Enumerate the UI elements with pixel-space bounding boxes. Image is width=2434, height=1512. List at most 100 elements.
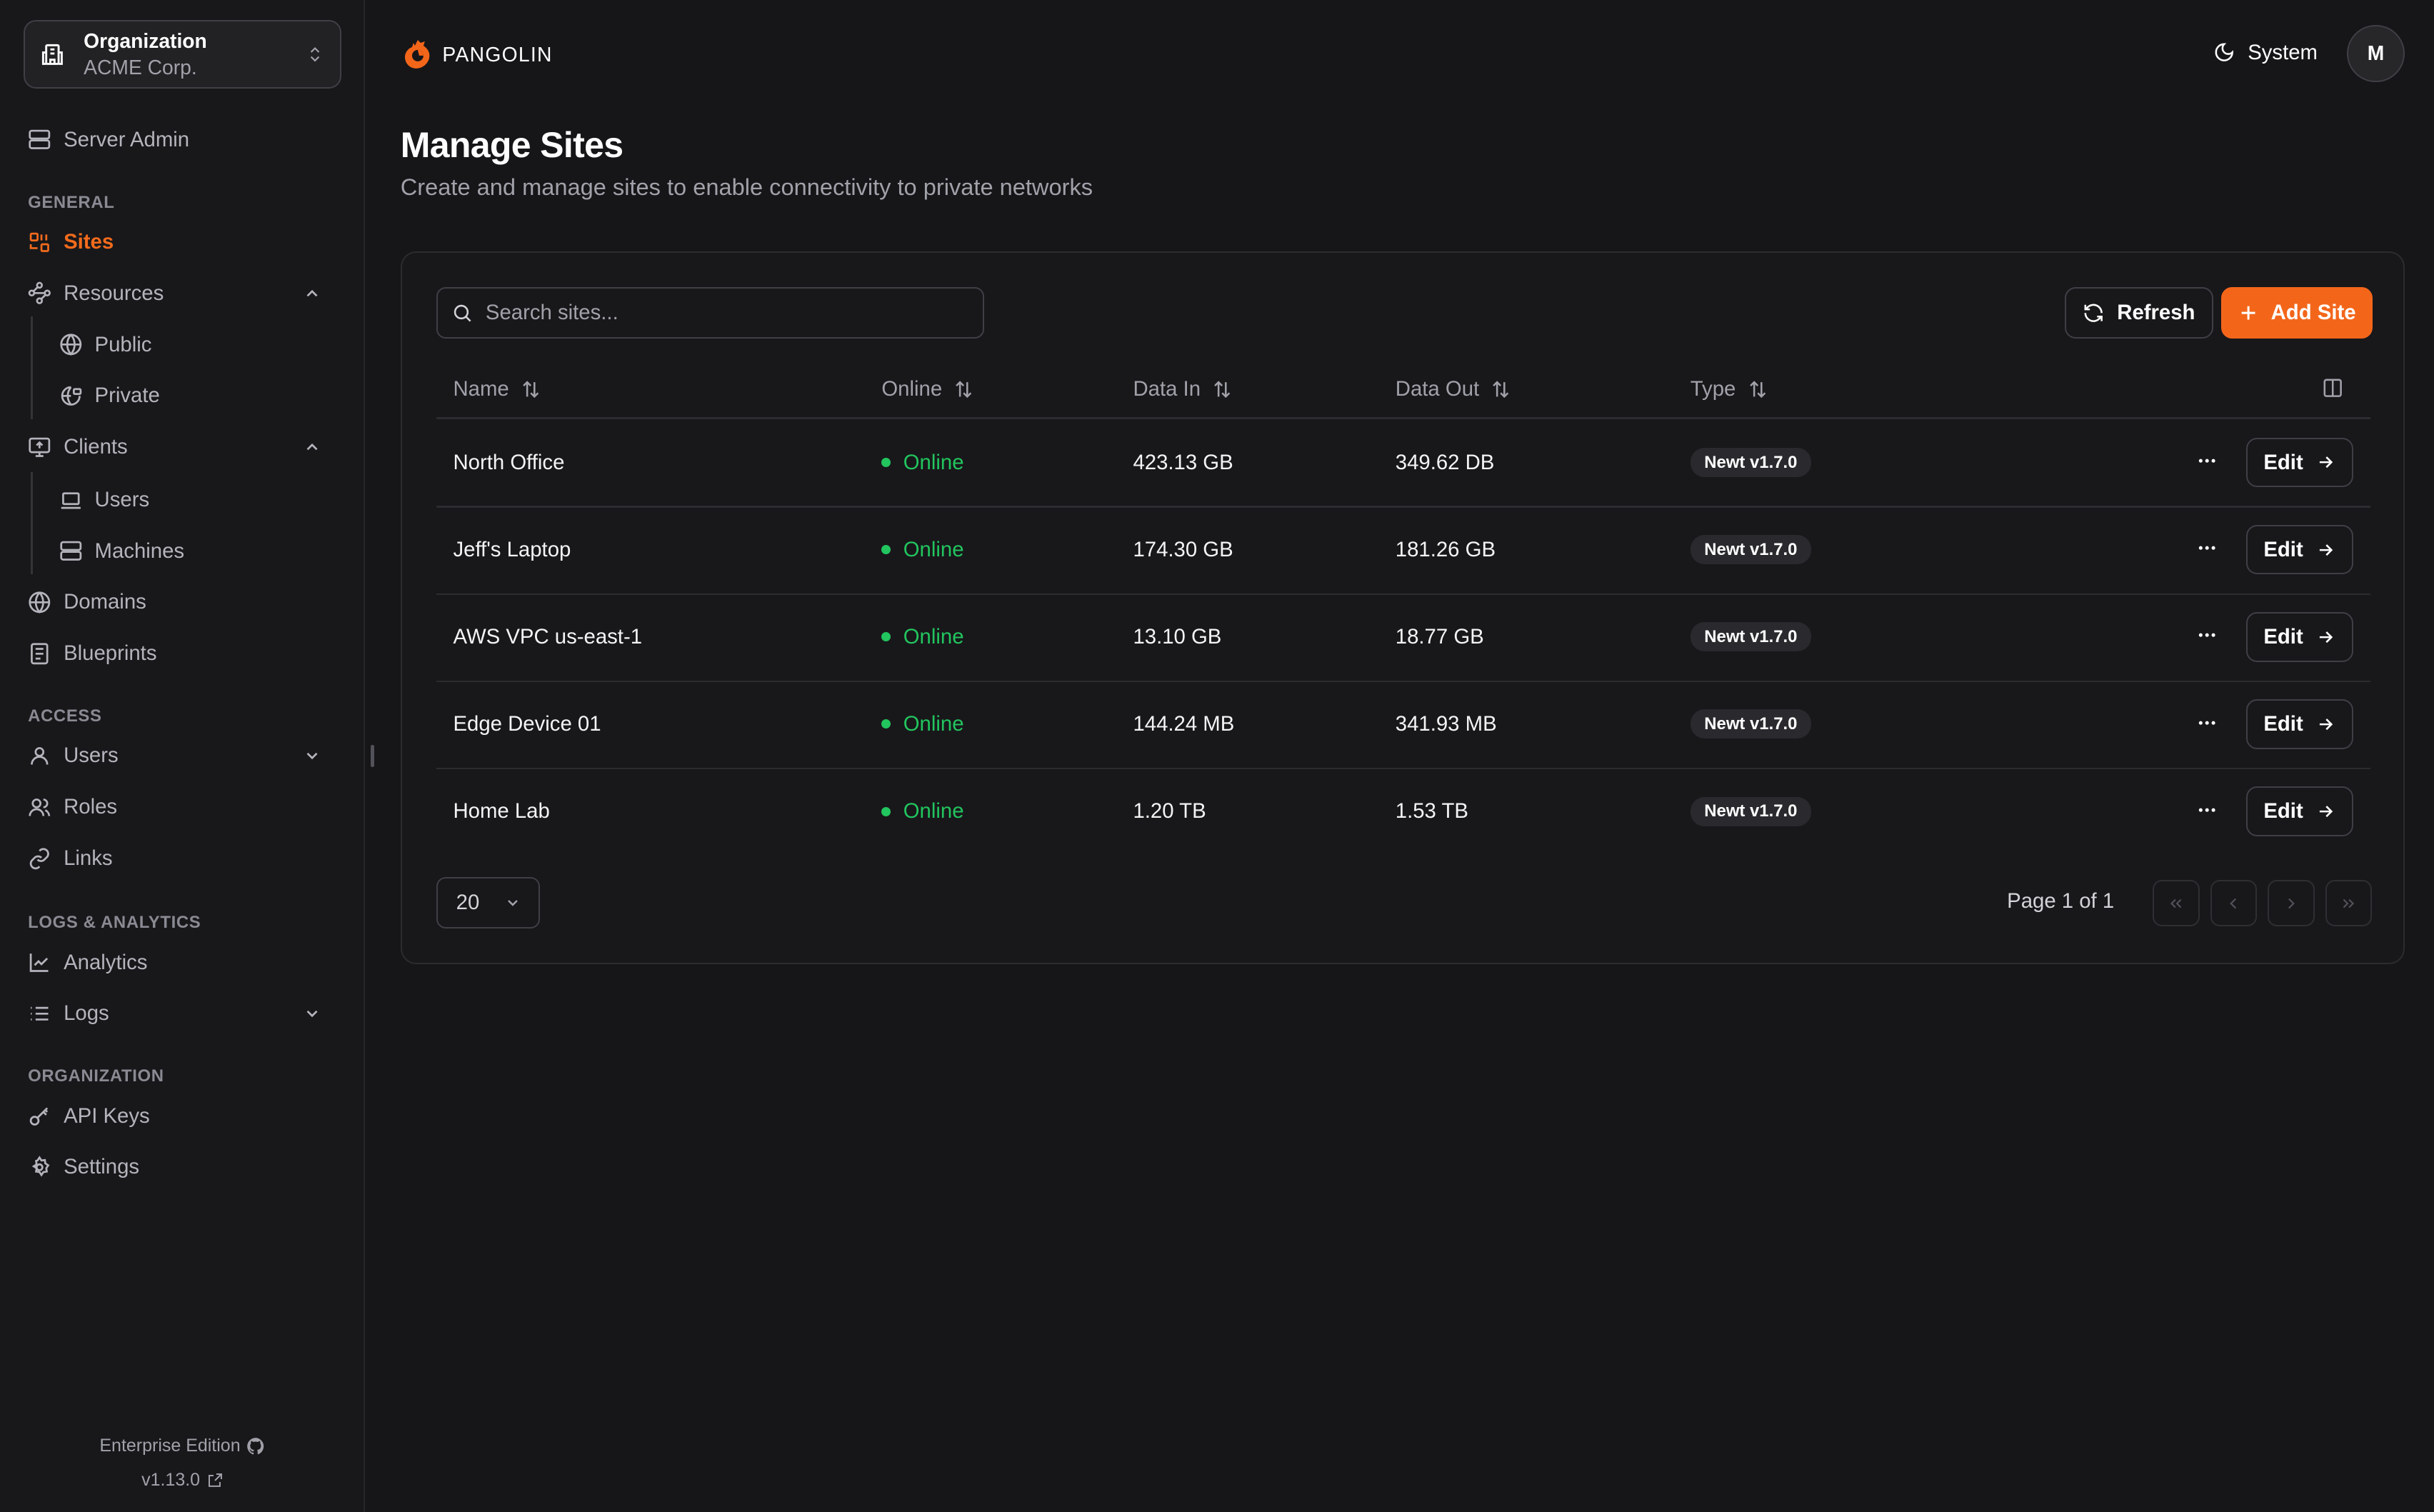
chevron-right-icon [2288,898,2295,909]
sidebar-item-public[interactable]: Public [0,321,365,368]
data-in: 1.20 TB [1133,799,1206,823]
sidebar-item-links[interactable]: Links [0,835,365,881]
sidebar-resize-handle[interactable] [371,745,374,767]
globe-lock-icon [61,386,81,406]
label: Settings [64,1155,140,1179]
more-actions-icon[interactable] [2196,799,2218,821]
key-icon [29,1107,49,1126]
edition-label: Enterprise Edition [99,1436,241,1456]
label: Machines [94,539,185,563]
version-info[interactable]: v1.13.0 [0,1470,365,1491]
column-header-online[interactable]: Online [881,377,974,401]
building-icon [42,44,64,65]
status-dot [881,457,891,468]
edit-button[interactable]: Edit [2245,786,2353,836]
sidebar-item-blueprints[interactable]: Blueprints [0,630,365,676]
status-dot [881,806,891,816]
search-input-wrapper[interactable] [436,286,984,339]
chevrons-right-icon [2343,898,2355,908]
edit-label: Edit [2263,711,2303,736]
sidebar-item-logs[interactable]: Logs [0,991,365,1037]
sidebar-item-server-admin[interactable]: Server Admin [0,116,365,163]
github-icon[interactable] [246,1437,265,1456]
column-header-type[interactable]: Type [1691,377,1768,401]
sidebar-item-users[interactable]: Users [0,476,365,523]
sidebar-item-roles[interactable]: Roles [0,784,365,831]
more-actions-icon[interactable] [2196,537,2218,559]
org-switcher[interactable]: Organization ACME Corp. [23,20,342,89]
data-out: 349.62 DB [1395,450,1495,474]
sidebar-item-resources[interactable]: Resources [0,270,365,316]
chevron-up-icon [306,289,318,296]
edit-button[interactable]: Edit [2245,524,2353,575]
edit-button[interactable]: Edit [2245,437,2353,488]
last-page-button[interactable] [2325,880,2372,927]
edit-label: Edit [2263,450,2303,474]
sidebar-item-domains[interactable]: Domains [0,579,365,626]
site-name: AWS VPC us-east-1 [453,624,643,649]
search-input[interactable] [485,300,951,325]
type-cell: Newt v1.7.0 [1690,594,1811,681]
column-label: Type [1690,376,1736,401]
data-out: 341.93 MB [1395,711,1497,736]
column-header-data_in[interactable]: Data In [1133,377,1233,401]
column-label: Data Out [1395,376,1480,401]
edit-button[interactable]: Edit [2245,612,2353,662]
status-label: Online [903,450,964,474]
status-dot [881,719,891,729]
sidebar-item-clients[interactable]: Clients [0,424,365,470]
first-page-button[interactable] [2153,880,2200,927]
external-link-icon [208,1473,222,1487]
sidebar: Organization ACME Corp. Server Admin GENE… [0,0,365,1512]
edit-button[interactable]: Edit [2245,699,2353,749]
type-cell: Newt v1.7.0 [1690,506,1811,594]
server-icon [59,541,81,561]
type-cell: Newt v1.7.0 [1690,419,1811,506]
version-label: v1.13.0 [141,1470,201,1491]
table-row: North Office Online 423.13 GB 349.62 DB … [436,419,2370,506]
link-icon [29,847,49,869]
sidebar-item-sites[interactable]: Sites [0,219,365,265]
prev-page-button[interactable] [2210,880,2258,927]
refresh-label: Refresh [2117,300,2195,324]
user-icon [31,747,49,765]
page-size-select[interactable]: 20 [436,876,541,928]
file-text-icon [31,643,49,664]
chevron-left-icon [2230,898,2237,909]
more-actions-icon[interactable] [2196,450,2218,471]
org-label: Organization [84,29,207,52]
theme-toggle[interactable]: System [2213,41,2318,65]
sidebar-item-settings[interactable]: Settings [0,1144,365,1191]
column-header-data_out[interactable]: Data Out [1396,377,1512,401]
sidebar-item-analytics[interactable]: Analytics [0,939,365,986]
status-label: Online [903,537,964,561]
status-dot [881,632,891,642]
column-header-name[interactable]: Name [453,377,541,401]
label: Users [64,744,119,768]
label: Roles [64,795,118,819]
data-out: 181.26 GB [1395,537,1496,561]
label: Domains [64,590,146,614]
sidebar-item-api-keys[interactable]: API Keys [0,1093,365,1139]
brand-logo[interactable]: PANGOLIN [401,37,553,71]
org-name: ACME Corp. [84,56,197,79]
theme-label: System [2248,40,2318,64]
label: Server Admin [64,127,190,151]
edition-info: Enterprise Edition [0,1436,365,1456]
sidebar-item-machines[interactable]: Machines [0,528,365,574]
refresh-button[interactable]: Refresh [2064,286,2214,339]
next-page-button[interactable] [2268,880,2315,927]
site-name: North Office [453,450,565,474]
more-actions-icon[interactable] [2196,624,2218,646]
avatar[interactable]: M [2347,24,2405,83]
status-label: Online [903,799,964,823]
sort-icon [523,381,539,398]
more-actions-icon[interactable] [2196,712,2218,734]
status-label: Online [903,711,964,736]
header-divider [436,417,2370,419]
columns-toggle-icon[interactable] [2322,377,2343,399]
sidebar-item-access-users[interactable]: Users [0,733,365,779]
sidebar-item-private[interactable]: Private [0,373,365,419]
add-site-button[interactable]: Add Site [2221,286,2373,339]
refresh-icon [2085,304,2103,322]
